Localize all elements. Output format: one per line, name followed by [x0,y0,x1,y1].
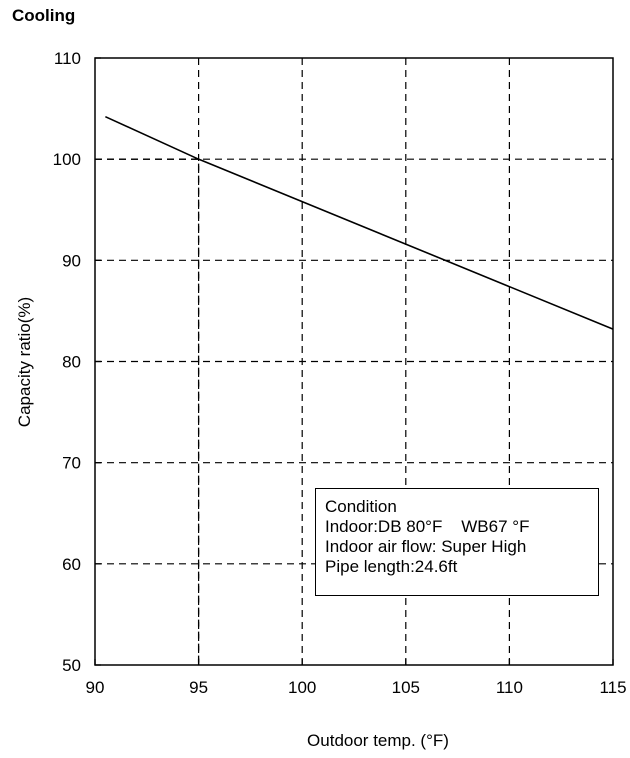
x-axis-label: Outdoor temp. (°F) [307,731,449,750]
y-tick-label: 90 [62,251,81,270]
chart-title: Cooling [12,6,76,25]
series-layer [105,115,614,330]
x-tick-label: 105 [392,678,420,697]
y-tick-label: 70 [62,454,81,473]
y-tick-label: 50 [62,656,81,675]
capacity-ratio-line [105,115,614,330]
condition-pipe-length: Pipe length:24.6ft [325,557,458,576]
y-tick-label: 110 [54,49,81,68]
x-axis-ticks: 90 95 100 105 110 115 [86,659,627,697]
x-tick-label: 115 [599,678,626,697]
y-tick-label: 80 [62,353,81,372]
reference-lines [95,158,200,665]
y-tick-label: 60 [62,555,81,574]
x-tick-label: 110 [496,678,523,697]
x-tick-label: 90 [86,678,105,697]
condition-heading: Condition [325,497,397,516]
x-tick-label: 100 [288,678,316,697]
condition-air-flow: Indoor air flow: Super High [325,537,527,556]
reference-line [95,158,200,665]
y-axis-ticks: 50 60 70 80 90 100 110 [53,49,101,675]
x-tick-label: 95 [189,678,208,697]
y-tick-label: 100 [53,150,81,169]
condition-annotation-box: Condition Indoor:DB 80°F WB67 °F Indoor … [315,488,599,596]
condition-indoor-temps: Indoor:DB 80°F WB67 °F [325,517,530,536]
y-axis-label: Capacity ratio(%) [15,297,34,427]
